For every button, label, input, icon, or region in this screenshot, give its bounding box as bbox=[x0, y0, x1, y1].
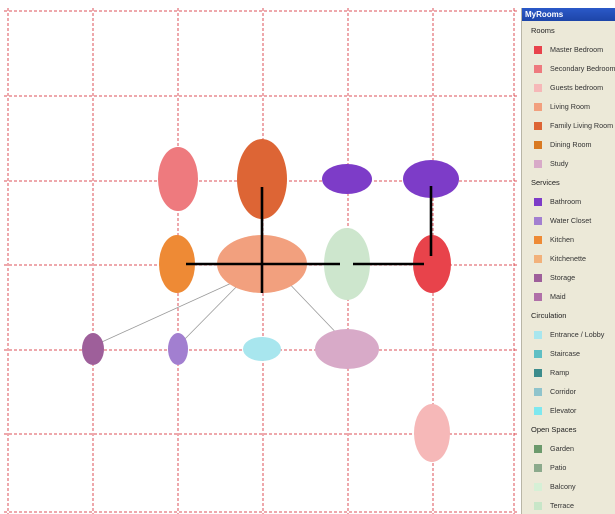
room-bubble bbox=[315, 329, 379, 369]
room-type-master-bedroom[interactable]: Master Bedroom bbox=[522, 40, 615, 59]
room-type-ramp[interactable]: Ramp bbox=[522, 363, 615, 382]
room-bubble bbox=[82, 333, 104, 365]
room-type-label: Corridor bbox=[550, 387, 576, 396]
section-rooms: Rooms bbox=[531, 26, 555, 35]
connector-line bbox=[92, 275, 248, 347]
room-type-label: Water Closet bbox=[550, 216, 592, 225]
room-type-family-living-room[interactable]: Family Living Room bbox=[522, 116, 615, 135]
room-type-label: Study bbox=[550, 159, 569, 168]
swatch bbox=[534, 273, 542, 282]
room-bubble bbox=[168, 333, 188, 365]
section-open-spaces: Open Spaces bbox=[531, 425, 577, 434]
room-type-kitchen[interactable]: Kitchen bbox=[522, 230, 615, 249]
swatch bbox=[534, 406, 542, 415]
room-type-label: Kitchen bbox=[550, 235, 574, 244]
swatch bbox=[534, 216, 542, 225]
room-bubble bbox=[324, 228, 370, 300]
room-type-label: Staircase bbox=[550, 349, 580, 358]
room-type-label: Garden bbox=[550, 444, 574, 453]
room-type-balcony[interactable]: Balcony bbox=[522, 477, 615, 496]
swatch bbox=[534, 330, 542, 339]
swatch bbox=[534, 64, 542, 73]
room-type-label: Dining Room bbox=[550, 140, 592, 149]
room-type-label: Bathroom bbox=[550, 197, 582, 206]
room-bubble bbox=[403, 160, 459, 198]
swatch bbox=[534, 292, 542, 301]
room-type-patio[interactable]: Patio bbox=[522, 458, 615, 477]
room-bubble bbox=[243, 337, 281, 361]
room-type-label: Kitchenette bbox=[550, 254, 586, 263]
room-diagram bbox=[4, 8, 518, 514]
swatch bbox=[534, 387, 542, 396]
room-type-maid[interactable]: Maid bbox=[522, 287, 615, 306]
room-type-dining-room[interactable]: Dining Room bbox=[522, 135, 615, 154]
swatch bbox=[534, 102, 542, 111]
room-type-kitchenette[interactable]: Kitchenette bbox=[522, 249, 615, 268]
room-bubble bbox=[158, 147, 198, 211]
connector-line bbox=[177, 275, 248, 347]
myrooms-panel: MyRooms Rooms Master Bedroom Secondary B… bbox=[521, 8, 615, 514]
room-type-bathroom[interactable]: Bathroom bbox=[522, 192, 615, 211]
room-type-secondary-bedroom[interactable]: Secondary Bedroom bbox=[522, 59, 615, 78]
swatch bbox=[534, 349, 542, 358]
room-type-storage[interactable]: Storage bbox=[522, 268, 615, 287]
room-type-label: Family Living Room bbox=[550, 121, 614, 130]
room-type-staircase[interactable]: Staircase bbox=[522, 344, 615, 363]
room-type-label: Ramp bbox=[550, 368, 570, 377]
room-diagram-canvas[interactable] bbox=[0, 0, 518, 514]
room-type-label: Entrance / Lobby bbox=[550, 330, 605, 339]
room-type-corridor[interactable]: Corridor bbox=[522, 382, 615, 401]
room-type-label: Living Room bbox=[550, 102, 590, 111]
room-bubble bbox=[322, 164, 372, 194]
room-type-entrance-lobby[interactable]: Entrance / Lobby bbox=[522, 325, 615, 344]
swatch bbox=[534, 83, 542, 92]
room-type-water-closet[interactable]: Water Closet bbox=[522, 211, 615, 230]
room-type-label: Master Bedroom bbox=[550, 45, 604, 54]
swatch bbox=[534, 501, 542, 510]
swatch bbox=[534, 463, 542, 472]
swatch bbox=[534, 45, 542, 54]
swatch bbox=[534, 368, 542, 377]
room-bubble bbox=[413, 235, 451, 293]
swatch bbox=[534, 121, 542, 130]
room-bubble bbox=[237, 139, 287, 219]
room-type-label: Storage bbox=[550, 273, 576, 282]
room-type-label: Guests bedroom bbox=[550, 83, 604, 92]
room-bubble bbox=[159, 235, 195, 293]
swatch bbox=[534, 444, 542, 453]
room-type-elevator[interactable]: Elevator bbox=[522, 401, 615, 420]
room-type-label: Terrace bbox=[550, 501, 574, 510]
panel-title: MyRooms bbox=[522, 8, 615, 21]
room-type-guests-bedroom[interactable]: Guests bedroom bbox=[522, 78, 615, 97]
room-type-living-room[interactable]: Living Room bbox=[522, 97, 615, 116]
room-type-garden[interactable]: Garden bbox=[522, 439, 615, 458]
room-bubble bbox=[414, 404, 450, 462]
room-type-label: Elevator bbox=[550, 406, 577, 415]
swatch bbox=[534, 254, 542, 263]
swatch bbox=[534, 482, 542, 491]
room-type-label: Maid bbox=[550, 292, 566, 301]
swatch bbox=[534, 159, 542, 168]
room-type-terrace[interactable]: Terrace bbox=[522, 496, 615, 514]
room-type-label: Secondary Bedroom bbox=[550, 64, 615, 73]
room-type-label: Balcony bbox=[550, 482, 576, 491]
section-circulation: Circulation bbox=[531, 311, 567, 320]
section-services: Services bbox=[531, 178, 560, 187]
room-type-study[interactable]: Study bbox=[522, 154, 615, 173]
swatch bbox=[534, 197, 542, 206]
swatch bbox=[534, 140, 542, 149]
room-type-label: Patio bbox=[550, 463, 567, 472]
swatch bbox=[534, 235, 542, 244]
